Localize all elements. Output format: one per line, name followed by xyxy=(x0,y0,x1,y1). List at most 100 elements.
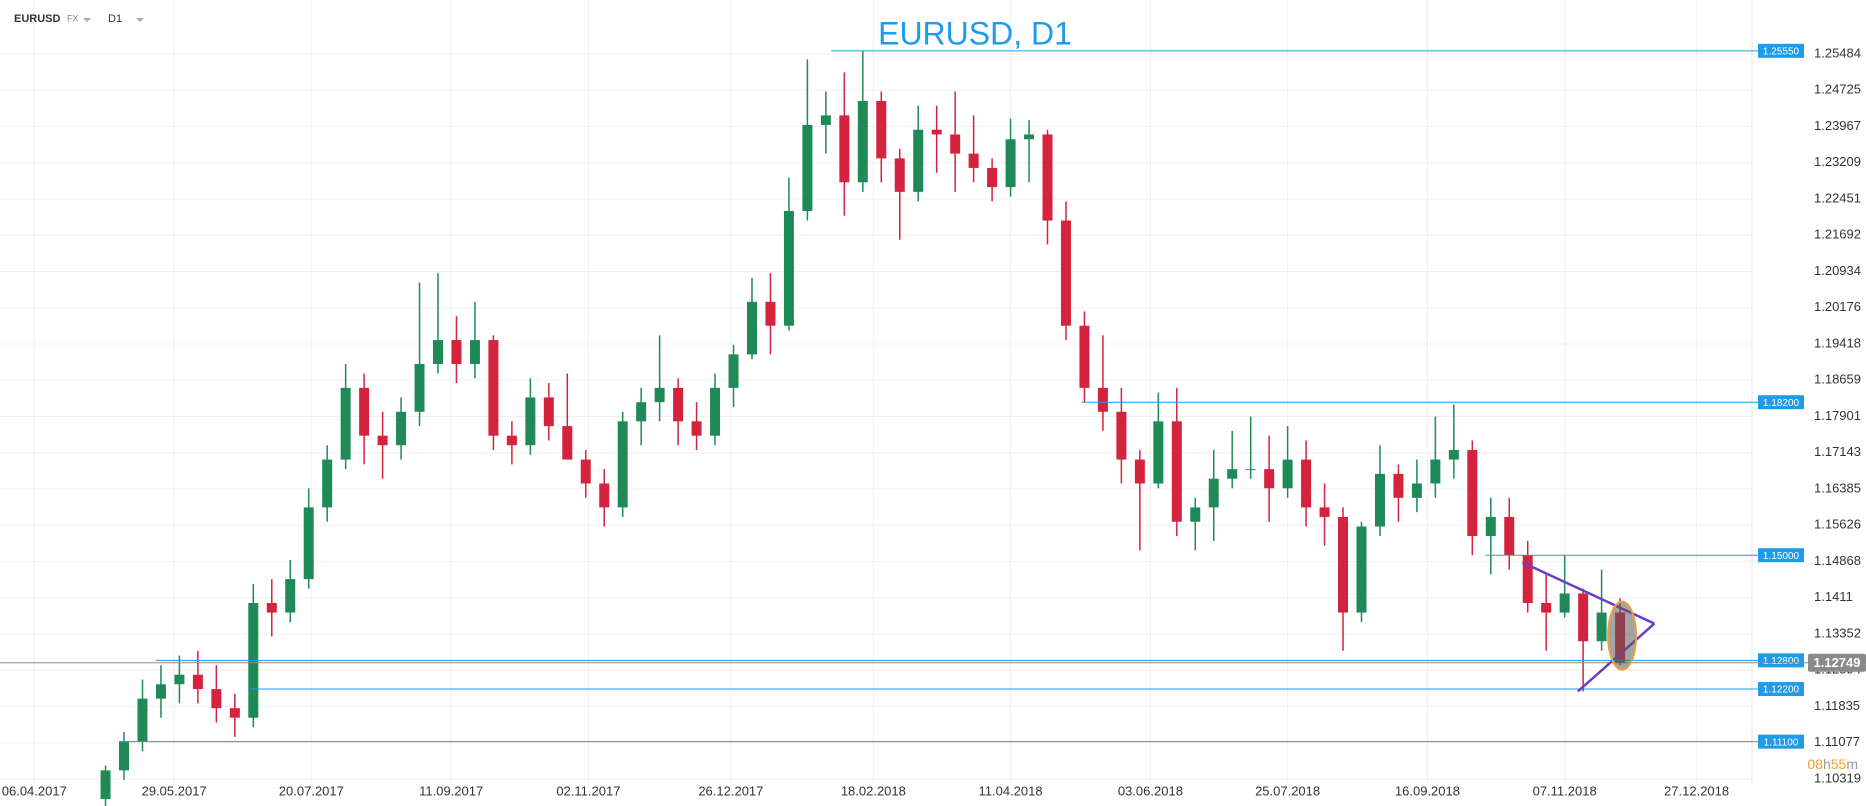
candle-body xyxy=(1559,593,1570,613)
candle-body xyxy=(322,459,333,508)
candle-body xyxy=(562,426,573,460)
x-tick-label: 25.07.2018 xyxy=(1255,783,1320,798)
x-tick-label: 11.09.2017 xyxy=(419,783,483,798)
level-label: 1.15000 xyxy=(1763,551,1800,562)
x-tick-label: 29.05.2017 xyxy=(142,783,207,798)
level-label: 1.18200 xyxy=(1763,398,1800,409)
x-tick-label: 16.09.2018 xyxy=(1395,783,1460,798)
y-tick-label: 1.23209 xyxy=(1814,154,1861,169)
dropdown-caret[interactable] xyxy=(136,18,144,22)
candle-body xyxy=(1208,478,1219,508)
candle-body xyxy=(1024,134,1035,140)
y-tick-label: 1.25484 xyxy=(1814,45,1861,60)
x-tick-label: 18.02.2018 xyxy=(841,783,906,798)
candle-body xyxy=(987,167,998,188)
candle-body xyxy=(266,603,277,613)
y-tick-label: 1.17143 xyxy=(1814,444,1861,459)
candle-body xyxy=(1264,469,1275,489)
x-tick-label: 07.11.2018 xyxy=(1533,783,1597,798)
level-badge xyxy=(1758,734,1804,749)
candle-body xyxy=(1504,516,1515,556)
y-tick-label: 1.18659 xyxy=(1814,372,1861,387)
y-tick-label: 1.16385 xyxy=(1814,480,1861,495)
candle-body xyxy=(820,115,831,125)
candle-body xyxy=(876,101,887,159)
level-label: 1.25550 xyxy=(1763,46,1800,57)
candle-body xyxy=(525,397,536,446)
candle-body xyxy=(968,153,979,168)
candle-body xyxy=(155,684,166,699)
candle-body xyxy=(506,435,517,446)
level-badge xyxy=(1758,682,1804,697)
candle-body xyxy=(1005,139,1016,188)
candle-body xyxy=(543,397,554,427)
candle-body xyxy=(1245,469,1256,471)
candle-body xyxy=(931,129,942,135)
candle-body xyxy=(1596,612,1607,642)
countdown: 08h55m xyxy=(1807,756,1858,772)
y-tick-label: 1.21692 xyxy=(1814,227,1861,242)
candle-body xyxy=(1153,421,1164,484)
candle-body xyxy=(469,340,480,364)
level-badge xyxy=(1758,548,1804,563)
y-tick-label: 1.17901 xyxy=(1814,408,1861,423)
candle-body xyxy=(488,340,499,436)
level-badge xyxy=(1758,43,1804,58)
candle-body xyxy=(1282,459,1293,489)
candle-body xyxy=(1522,555,1533,604)
y-tick-label: 1.22451 xyxy=(1814,190,1861,205)
candle-body xyxy=(340,387,351,460)
candle-body xyxy=(1411,483,1422,498)
x-tick-label: 03.06.2018 xyxy=(1118,783,1183,798)
y-tick-label: 1.13352 xyxy=(1814,625,1861,640)
candle-body xyxy=(1227,469,1238,479)
y-tick-label: 1.20176 xyxy=(1814,299,1861,314)
y-tick-label: 1.19418 xyxy=(1814,335,1861,350)
candle-body xyxy=(433,340,443,364)
x-tick-label: 27.12.2018 xyxy=(1664,783,1729,798)
countdown-part: h xyxy=(1823,756,1831,772)
candle-body xyxy=(396,411,407,446)
candle-body xyxy=(1578,593,1589,642)
chart-title: EURUSD, D1 xyxy=(878,15,1072,51)
candle-body xyxy=(1448,450,1459,460)
candle-body xyxy=(1134,459,1145,484)
candle-body xyxy=(1042,134,1053,221)
market[interactable]: FX xyxy=(67,13,79,23)
dropdown-caret[interactable] xyxy=(83,18,91,22)
candle-body xyxy=(1338,516,1349,613)
candle-body xyxy=(636,402,647,422)
candle-body xyxy=(1541,603,1552,613)
candle-body xyxy=(1430,459,1441,484)
candle-body xyxy=(654,387,665,403)
candle-body xyxy=(100,770,111,800)
current-price-label: 1.12749 xyxy=(1814,655,1861,670)
x-tick-label: 02.11.2017 xyxy=(556,783,620,798)
level-badge xyxy=(1758,395,1804,410)
candle-body xyxy=(857,101,868,183)
level-label: 1.12200 xyxy=(1763,685,1800,696)
y-tick-label: 1.14868 xyxy=(1814,553,1861,568)
candle-body xyxy=(1097,387,1108,412)
y-tick-label: 1.11077 xyxy=(1814,734,1860,749)
candle-body xyxy=(728,354,739,388)
candle-body xyxy=(1060,220,1071,326)
countdown-part: 55 xyxy=(1831,756,1847,772)
candle-body xyxy=(765,301,776,326)
symbol[interactable]: EURUSD xyxy=(14,13,61,25)
x-tick-label: 26.12.2017 xyxy=(698,783,763,798)
candle-body xyxy=(746,301,757,355)
level-badge xyxy=(1758,653,1804,668)
highlight xyxy=(1607,600,1638,671)
candle-body xyxy=(894,158,905,192)
candle-body xyxy=(1319,507,1330,517)
interval[interactable]: D1 xyxy=(108,13,122,25)
y-tick-label: 1.20934 xyxy=(1814,263,1861,278)
candle-body xyxy=(192,674,203,690)
y-tick-label: 1.23967 xyxy=(1814,118,1861,133)
candle-body xyxy=(802,124,813,211)
countdown-part: m xyxy=(1846,756,1858,772)
candle-body xyxy=(839,115,850,183)
x-tick-label: 11.04.2018 xyxy=(979,783,1043,798)
